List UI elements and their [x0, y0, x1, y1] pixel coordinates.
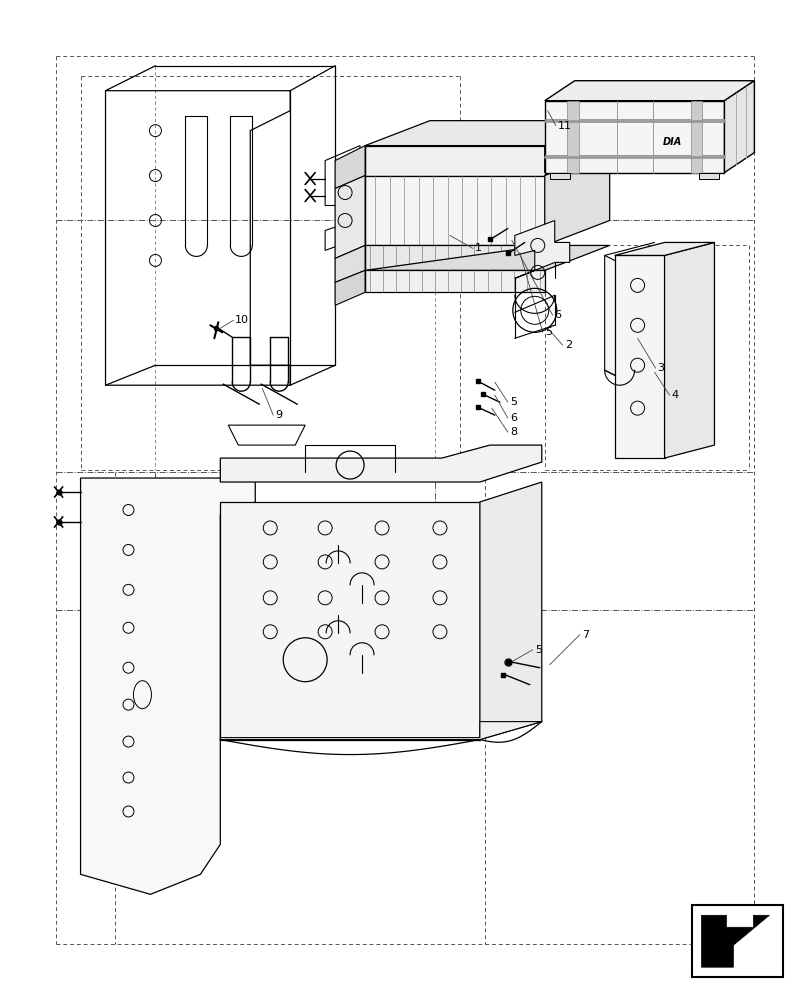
Polygon shape: [544, 121, 609, 173]
Polygon shape: [614, 242, 714, 255]
Text: 3: 3: [657, 363, 663, 373]
Text: 5: 5: [534, 645, 541, 655]
Polygon shape: [220, 502, 479, 740]
Polygon shape: [604, 255, 634, 385]
Polygon shape: [514, 220, 569, 278]
Bar: [691, 905, 783, 977]
Text: 2: 2: [564, 340, 571, 350]
Polygon shape: [335, 146, 365, 189]
Text: 6: 6: [509, 413, 516, 423]
Polygon shape: [365, 245, 609, 270]
Text: 7: 7: [581, 630, 588, 640]
Text: 8: 8: [509, 427, 517, 437]
Polygon shape: [365, 176, 544, 245]
Polygon shape: [220, 445, 541, 482]
Polygon shape: [365, 245, 544, 270]
Polygon shape: [566, 101, 578, 173]
Text: 10: 10: [235, 315, 249, 325]
Polygon shape: [544, 101, 723, 173]
Polygon shape: [701, 915, 769, 967]
Polygon shape: [220, 722, 541, 740]
Polygon shape: [549, 173, 569, 179]
Polygon shape: [335, 270, 365, 305]
Polygon shape: [335, 176, 365, 258]
Polygon shape: [614, 255, 663, 458]
Polygon shape: [365, 270, 544, 292]
Text: 6: 6: [554, 310, 561, 320]
Polygon shape: [335, 245, 365, 282]
Polygon shape: [723, 81, 753, 173]
Polygon shape: [80, 478, 255, 894]
Polygon shape: [689, 101, 702, 173]
Text: 1: 1: [474, 243, 481, 253]
Text: 11: 11: [557, 121, 571, 131]
Text: 5: 5: [509, 397, 516, 407]
Polygon shape: [365, 146, 544, 176]
Polygon shape: [663, 242, 714, 458]
Text: 4: 4: [671, 390, 678, 400]
Polygon shape: [365, 121, 609, 146]
Text: 5: 5: [544, 327, 551, 337]
Polygon shape: [544, 81, 753, 101]
Polygon shape: [698, 173, 719, 179]
Text: 9: 9: [275, 410, 282, 420]
Polygon shape: [544, 149, 609, 245]
Polygon shape: [479, 482, 541, 740]
Text: DIA: DIA: [662, 137, 681, 147]
